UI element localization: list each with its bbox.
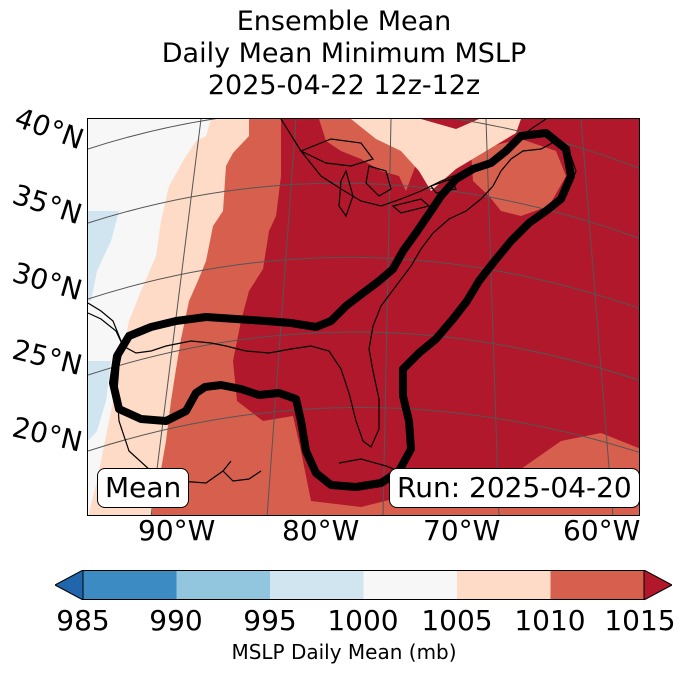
colorbar-tick-1015: 1015 (604, 604, 676, 637)
run-date-box: Run: 2025-04-20 (389, 468, 639, 508)
colorbar-segment-1010-1015 (550, 570, 644, 600)
colorbar-tick-985: 985 (56, 604, 110, 637)
field-1005-1010-northeast (351, 119, 521, 191)
colorbar-segment-985-990 (83, 570, 177, 600)
pressure-contour (109, 129, 575, 491)
lat-label-35: 35°N (8, 177, 86, 232)
map-title-line-3: 2025-04-22 12z-12z (207, 70, 481, 101)
lon-label-70w: 70°W (423, 514, 501, 547)
lat-label-30: 30°N (8, 255, 86, 308)
field-1010-1015 (88, 119, 639, 515)
field-995-1000 (88, 211, 119, 301)
colorbar-segment-990-995 (176, 570, 270, 600)
lon-label-90w: 90°W (138, 514, 216, 547)
map-title-line-1: Ensemble Mean (236, 6, 452, 37)
colorbar-segment-995-1000 (270, 570, 364, 600)
mean-label-box: Mean (97, 468, 190, 508)
colorbar-segment-1005-1010 (457, 570, 551, 600)
graticule (88, 119, 639, 515)
lon-label-80w: 80°W (282, 514, 360, 547)
field-1000-1005 (88, 119, 211, 515)
colorbar-tick-1010: 1010 (514, 604, 586, 637)
colorbar-label: MSLP Daily Mean (mb) (231, 640, 457, 664)
map-svg (88, 119, 639, 515)
colorbar-tick-1000: 1000 (327, 604, 399, 637)
colorbar-extend-low (55, 570, 84, 600)
colorbar-segment-1000-1005 (363, 570, 457, 600)
colorbar-outline (82, 570, 645, 600)
colorbar-extend-high (643, 570, 672, 600)
lat-label-25: 25°N (9, 332, 86, 383)
mslp-map: Mean Run: 2025-04-20 (87, 118, 640, 516)
colorbar-tick-995: 995 (243, 604, 297, 637)
colorbar-tick-1005: 1005 (421, 604, 493, 637)
lat-label-20: 20°N (9, 410, 86, 459)
colorbar (55, 570, 672, 600)
lat-label-40: 40°N (10, 100, 89, 157)
colorbar-tick-990: 990 (149, 604, 203, 637)
map-title-line-2: Daily Mean Minimum MSLP (161, 38, 527, 69)
lon-label-60w: 60°W (563, 514, 641, 547)
field-995-1000-south (88, 361, 111, 441)
